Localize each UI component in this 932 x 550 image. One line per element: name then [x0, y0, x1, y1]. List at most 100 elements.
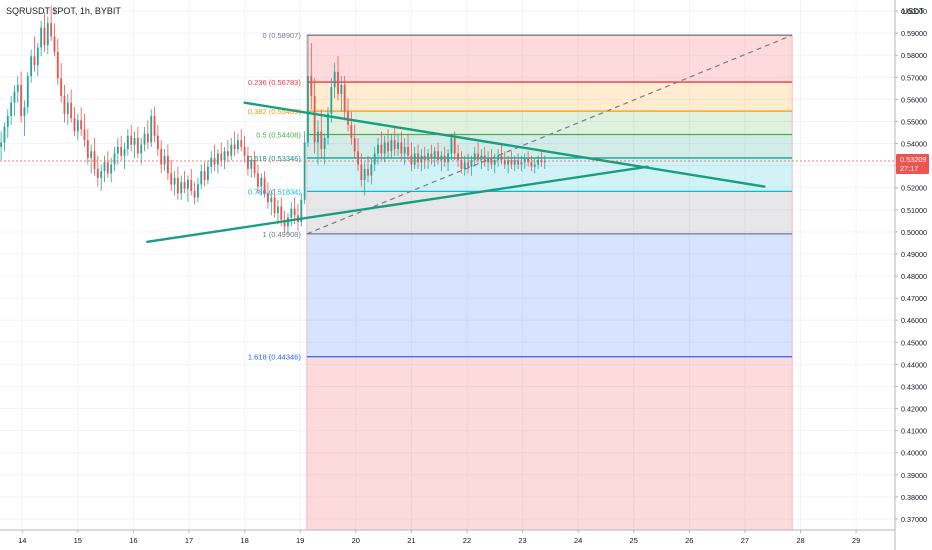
candle-body [173, 177, 176, 185]
trendline-lower[interactable] [146, 165, 649, 244]
candle-body [327, 113, 329, 139]
fib-retracement[interactable]: 0 (0.58907) 0.236 (0.56783) 0.382 (0.55469… [248, 31, 793, 530]
candle-body [393, 140, 396, 150]
candle-body [347, 111, 349, 125]
candle-body [380, 144, 383, 154]
candle-body [163, 155, 166, 165]
candle-body [60, 78, 63, 97]
x-tick-label: 24 [574, 536, 582, 545]
candle-body [257, 173, 259, 187]
candle-body [340, 85, 343, 94]
candle-body [267, 193, 269, 203]
candle-body [223, 151, 226, 161]
candle-body [477, 153, 479, 161]
fib-trend-line[interactable] [306, 34, 793, 235]
candle-body [63, 96, 66, 114]
candle-body [433, 151, 436, 158]
candle-body [143, 133, 146, 145]
chart-title: SQRUSDT $POT, 1h, BYBIT [6, 6, 121, 16]
candle-body [350, 124, 353, 139]
candles-layer [0, 5, 546, 234]
candle-body [210, 157, 213, 167]
candle-body [367, 168, 369, 176]
y-tick-label: 0.60000 [901, 7, 927, 16]
x-tick-label: 16 [129, 536, 137, 545]
candle-body [36, 47, 39, 66]
candle-body [470, 160, 473, 167]
y-tick-label: 0.56000 [901, 95, 927, 104]
candle-body [196, 184, 199, 198]
candle-body [123, 149, 126, 156]
candle-body [206, 166, 209, 180]
x-tick-label: 19 [296, 536, 304, 545]
candle-body [247, 155, 249, 169]
candle-body [460, 160, 463, 169]
price-axis-panel [895, 0, 932, 550]
candle-body [250, 160, 253, 169]
y-tick-label: 0.57000 [901, 73, 927, 82]
candle-body [420, 155, 423, 163]
candle-body [430, 153, 433, 158]
candle-body [387, 142, 389, 152]
candle-body [203, 171, 206, 180]
candle-body [320, 131, 323, 150]
y-tick-label: 0.39000 [901, 471, 927, 480]
candle-body [3, 126, 6, 143]
candle-body [153, 115, 156, 136]
fib-level-label-1: 1 (0.49908) [262, 230, 301, 239]
candle-body [497, 155, 500, 161]
candle-body [383, 142, 386, 154]
candle-body [73, 118, 76, 132]
candle-body [120, 146, 123, 156]
candle-body [517, 160, 520, 165]
candle-body [313, 96, 316, 143]
y-tick-label: 0.44000 [901, 360, 927, 369]
trendlines-layer[interactable] [0, 101, 895, 244]
candle-body [343, 85, 346, 112]
candle-body [83, 129, 86, 141]
x-tick-label: 14 [18, 536, 26, 545]
y-tick-label: 0.40000 [901, 449, 927, 458]
candle-body [33, 56, 36, 66]
candle-body [130, 135, 133, 145]
candle-body [390, 140, 393, 152]
fib-zone-0.236 [306, 35, 793, 83]
candle-body [193, 191, 196, 198]
candle-body [317, 131, 319, 143]
candle-body [490, 157, 493, 165]
candle-body [487, 157, 489, 163]
candle-body [543, 160, 546, 163]
candle-body [410, 155, 413, 165]
last-price-value: 0.53209 [900, 155, 926, 164]
candle-body [6, 115, 9, 127]
candle-body [337, 71, 339, 94]
x-tick-label: 20 [352, 536, 360, 545]
candle-body [363, 168, 366, 180]
candle-body [400, 142, 403, 154]
candle-body [213, 157, 216, 165]
candle-body [523, 157, 526, 163]
candle-body [50, 23, 53, 37]
candle-body [113, 153, 116, 165]
candle-body [56, 51, 59, 79]
trendline-upper[interactable] [243, 101, 766, 188]
candle-body [216, 153, 219, 165]
time-axis-panel [0, 530, 932, 550]
candle-body [150, 115, 153, 143]
candle-body [443, 155, 446, 163]
candle-body [30, 56, 33, 77]
candle-body [457, 153, 459, 161]
fib-zone-0.382 [306, 82, 793, 112]
candle-body [437, 151, 439, 161]
candle-body [106, 162, 109, 174]
candle-body [93, 151, 96, 169]
candle-body [156, 135, 159, 150]
candle-body [483, 155, 486, 163]
candle-body [26, 76, 29, 108]
y-tick-label: 0.59000 [901, 29, 927, 38]
candle-body [307, 76, 309, 143]
candle-body [103, 162, 106, 172]
